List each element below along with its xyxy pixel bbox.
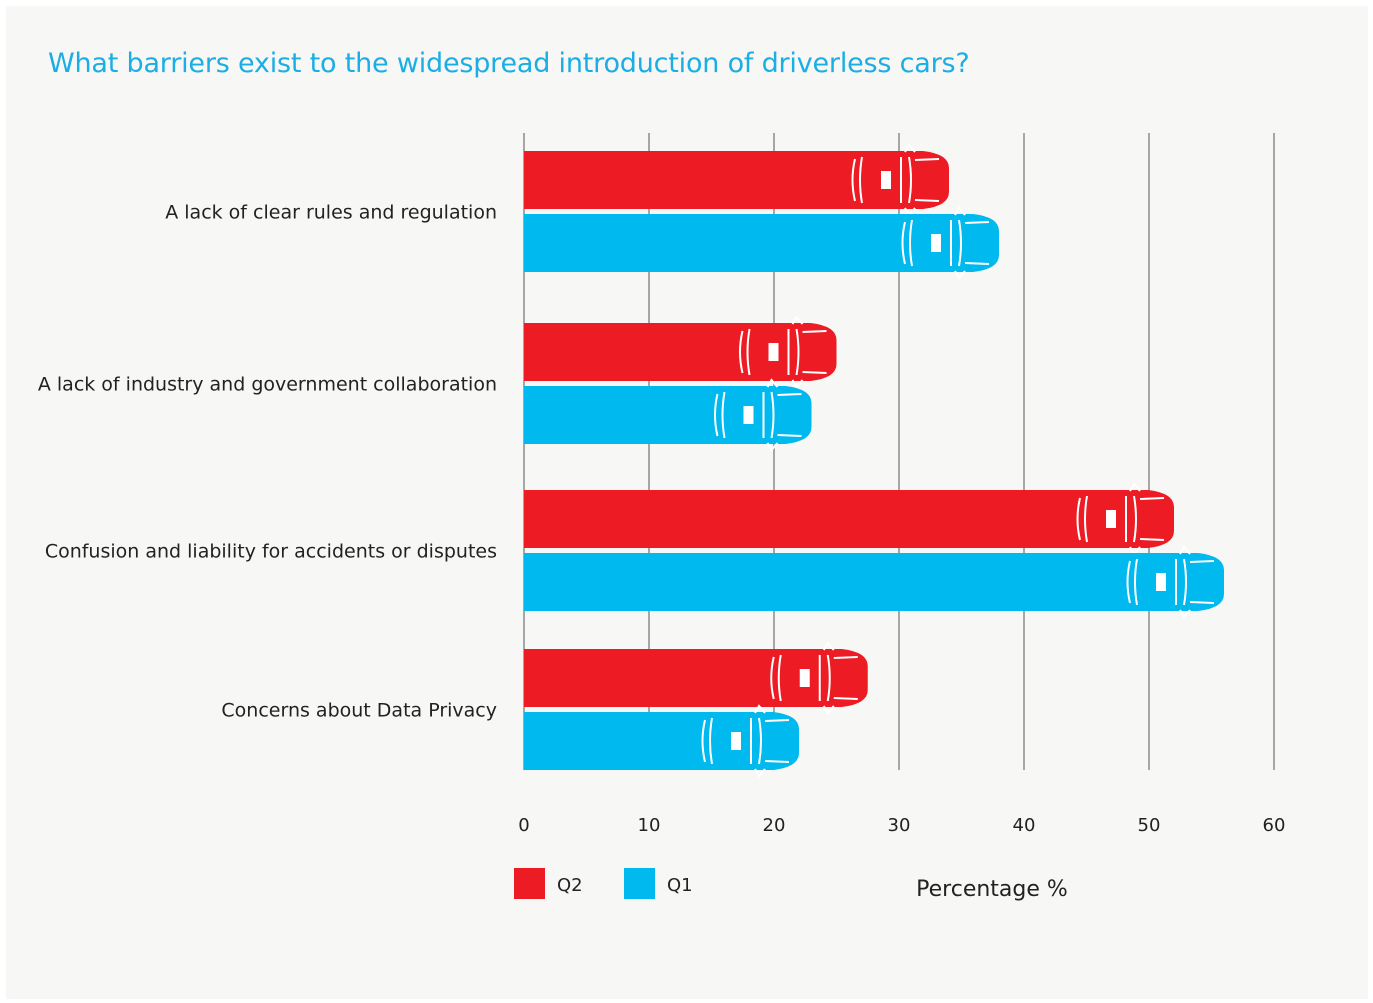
- car-details: [1126, 545, 1215, 619]
- x-tick-label: 10: [638, 815, 661, 836]
- car-details: [1076, 482, 1165, 556]
- car-body: [736, 323, 837, 381]
- bar-q2: [524, 143, 949, 217]
- legend-label-q2: Q2: [557, 875, 583, 896]
- bar-q2: [524, 482, 1174, 556]
- legend: Q2 Q1: [514, 868, 693, 899]
- car-details: [770, 641, 858, 715]
- category-labels: A lack of clear rules and regulation A la…: [38, 202, 497, 722]
- x-tick-label: 0: [518, 815, 529, 836]
- bar-q2: [524, 641, 868, 715]
- category-label: Concerns about Data Privacy: [221, 700, 497, 722]
- bar-q1: [524, 704, 799, 778]
- bar-q2: [524, 315, 837, 389]
- bar-q1: [524, 545, 1224, 619]
- car-body: [699, 712, 799, 770]
- bars: [524, 143, 1224, 778]
- car-details: [851, 143, 940, 217]
- car-details: [901, 206, 990, 280]
- x-axis-title: Percentage %: [916, 877, 1068, 902]
- category-label: A lack of clear rules and regulation: [165, 202, 497, 224]
- car-details: [739, 315, 827, 389]
- legend-label-q1: Q1: [667, 875, 693, 896]
- tick-labels: 0 10 20 30 40 50 60: [518, 815, 1285, 836]
- car-body: [1124, 553, 1224, 611]
- car-details: [701, 704, 790, 778]
- x-tick-label: 30: [888, 815, 911, 836]
- legend-swatch-q2: [514, 868, 545, 899]
- chart-title: What barriers exist to the widespread in…: [48, 48, 970, 79]
- x-tick-label: 40: [1013, 815, 1036, 836]
- category-label: Confusion and liability for accidents or…: [45, 541, 497, 563]
- car-body: [849, 151, 949, 209]
- legend-swatch-q1: [624, 868, 655, 899]
- car-body: [711, 386, 812, 444]
- x-tick-label: 60: [1263, 815, 1286, 836]
- car-body: [767, 649, 868, 707]
- x-tick-label: 50: [1138, 815, 1161, 836]
- car-body: [1074, 490, 1174, 548]
- x-tick-label: 20: [763, 815, 786, 836]
- car-details: [714, 378, 802, 452]
- category-label: A lack of industry and government collab…: [38, 374, 497, 396]
- bar-q1: [524, 206, 999, 280]
- car-body: [899, 214, 999, 272]
- bar-q1: [524, 378, 812, 452]
